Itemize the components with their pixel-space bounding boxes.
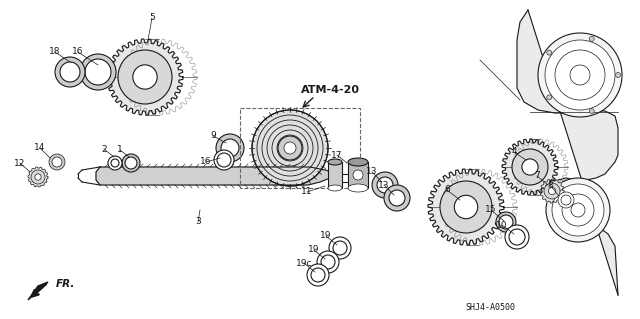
- Circle shape: [496, 212, 516, 232]
- Circle shape: [333, 241, 347, 255]
- Polygon shape: [28, 167, 48, 187]
- Text: ATM-4-20: ATM-4-20: [301, 85, 360, 95]
- Circle shape: [562, 194, 594, 226]
- Circle shape: [555, 50, 605, 100]
- Text: 16: 16: [200, 158, 212, 167]
- Circle shape: [616, 72, 621, 78]
- Circle shape: [118, 50, 172, 104]
- Polygon shape: [502, 139, 558, 195]
- Circle shape: [353, 170, 363, 180]
- Circle shape: [546, 178, 610, 242]
- Text: 13: 13: [366, 167, 378, 176]
- Text: 1: 1: [117, 145, 123, 154]
- Text: 19: 19: [308, 246, 320, 255]
- Circle shape: [512, 149, 548, 185]
- Circle shape: [509, 229, 525, 245]
- Circle shape: [552, 184, 604, 236]
- Circle shape: [570, 65, 590, 85]
- Circle shape: [35, 174, 41, 180]
- Circle shape: [317, 251, 339, 273]
- Circle shape: [80, 54, 116, 90]
- Ellipse shape: [348, 184, 368, 192]
- Text: 19c: 19c: [296, 258, 312, 268]
- Polygon shape: [540, 179, 564, 203]
- Text: 12: 12: [14, 159, 26, 167]
- Circle shape: [49, 154, 65, 170]
- Circle shape: [558, 192, 574, 208]
- Polygon shape: [517, 10, 618, 295]
- Circle shape: [214, 150, 234, 170]
- Text: SHJ4-A0500: SHJ4-A0500: [465, 303, 515, 313]
- Circle shape: [538, 33, 622, 117]
- Circle shape: [52, 157, 62, 167]
- Circle shape: [122, 154, 140, 172]
- Polygon shape: [96, 167, 340, 185]
- Circle shape: [221, 139, 239, 157]
- Circle shape: [589, 109, 595, 114]
- Bar: [348, 162, 368, 188]
- Circle shape: [505, 225, 529, 249]
- Circle shape: [561, 195, 571, 205]
- Circle shape: [108, 156, 122, 170]
- Circle shape: [440, 181, 492, 233]
- Ellipse shape: [328, 185, 342, 191]
- Circle shape: [125, 157, 137, 169]
- Text: 13: 13: [378, 181, 390, 189]
- Circle shape: [133, 65, 157, 89]
- Circle shape: [311, 268, 325, 282]
- Text: 19: 19: [320, 232, 332, 241]
- Text: 11: 11: [301, 188, 313, 197]
- Text: 3: 3: [195, 218, 201, 226]
- Text: 18: 18: [49, 48, 61, 56]
- Text: 6: 6: [444, 186, 450, 195]
- Bar: [328, 162, 342, 188]
- Text: 2: 2: [101, 145, 107, 153]
- Circle shape: [454, 195, 477, 219]
- Circle shape: [548, 187, 556, 195]
- Circle shape: [85, 59, 111, 85]
- Circle shape: [60, 62, 80, 82]
- Circle shape: [499, 215, 513, 229]
- Circle shape: [522, 159, 538, 175]
- Circle shape: [216, 134, 244, 162]
- Circle shape: [252, 110, 328, 186]
- Ellipse shape: [348, 158, 368, 166]
- Circle shape: [589, 36, 595, 41]
- Circle shape: [217, 153, 231, 167]
- Circle shape: [547, 95, 552, 100]
- Circle shape: [278, 136, 302, 160]
- Polygon shape: [107, 39, 183, 115]
- Text: 8: 8: [547, 181, 553, 189]
- Circle shape: [547, 50, 552, 55]
- Circle shape: [55, 57, 85, 87]
- Circle shape: [372, 172, 398, 198]
- Circle shape: [377, 177, 393, 193]
- Text: 14: 14: [35, 144, 45, 152]
- Circle shape: [384, 185, 410, 211]
- Text: 15: 15: [485, 205, 497, 214]
- Text: 16: 16: [72, 48, 84, 56]
- Circle shape: [389, 190, 405, 206]
- Circle shape: [321, 255, 335, 269]
- Circle shape: [31, 170, 45, 184]
- Circle shape: [571, 203, 585, 217]
- Polygon shape: [428, 169, 504, 245]
- Text: 9: 9: [210, 131, 216, 140]
- Circle shape: [329, 237, 351, 259]
- Circle shape: [111, 159, 119, 167]
- Circle shape: [307, 264, 329, 286]
- Text: 17: 17: [332, 151, 343, 160]
- Text: 5: 5: [149, 13, 155, 23]
- Circle shape: [545, 40, 615, 110]
- Circle shape: [284, 142, 296, 154]
- Circle shape: [544, 183, 560, 199]
- Bar: [240, 108, 360, 188]
- Polygon shape: [28, 282, 48, 300]
- Text: FR.: FR.: [56, 279, 76, 289]
- Text: 7: 7: [534, 172, 540, 181]
- Text: 4: 4: [511, 147, 517, 157]
- Ellipse shape: [328, 159, 342, 165]
- Text: 10: 10: [496, 220, 508, 229]
